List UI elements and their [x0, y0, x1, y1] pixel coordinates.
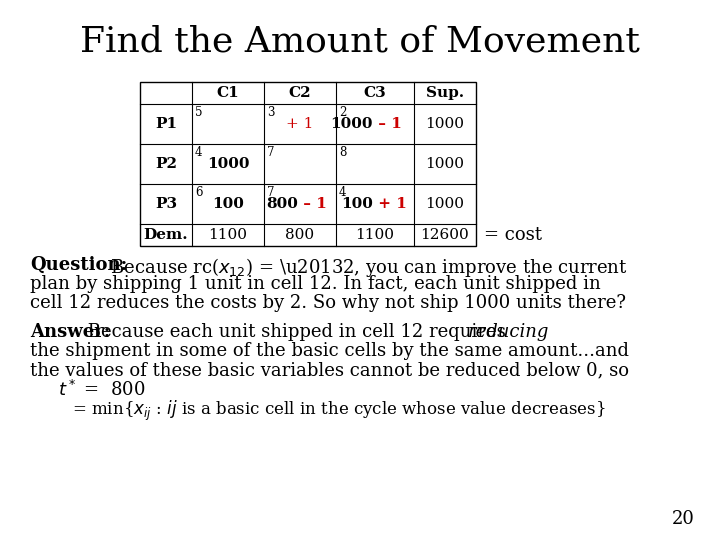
Text: 800: 800: [285, 228, 315, 242]
Text: 5: 5: [195, 106, 202, 119]
Text: Because rc($x_{12}$) = \u20132, you can improve the current: Because rc($x_{12}$) = \u20132, you can …: [105, 256, 628, 279]
Text: 12600: 12600: [420, 228, 469, 242]
Text: P2: P2: [155, 157, 177, 171]
Text: 1000: 1000: [426, 117, 464, 131]
Text: the values of these basic variables cannot be reduced below 0, so: the values of these basic variables cann…: [30, 361, 629, 379]
Text: 1100: 1100: [209, 228, 248, 242]
Text: 7: 7: [267, 186, 274, 199]
Text: reducing: reducing: [468, 323, 549, 341]
Text: Sup.: Sup.: [426, 86, 464, 100]
Text: 100: 100: [341, 197, 373, 211]
Text: 1000: 1000: [207, 157, 249, 171]
Bar: [140, 82, 476, 246]
Text: 2: 2: [339, 106, 346, 119]
Text: $t^*$ =  800: $t^*$ = 800: [58, 380, 145, 400]
Text: + 1: + 1: [287, 117, 314, 131]
Text: = cost: = cost: [484, 226, 542, 244]
Text: cell 12 reduces the costs by 2. So why not ship 1000 units there?: cell 12 reduces the costs by 2. So why n…: [30, 294, 626, 312]
Text: Question:: Question:: [30, 256, 127, 274]
Text: Find the Amount of Movement: Find the Amount of Movement: [80, 25, 640, 59]
Text: 4: 4: [339, 186, 346, 199]
Text: C2: C2: [289, 86, 311, 100]
Text: 1100: 1100: [356, 228, 395, 242]
Text: 100: 100: [212, 197, 244, 211]
Text: 1000: 1000: [330, 117, 373, 131]
Text: + 1: + 1: [373, 197, 407, 211]
Text: 20: 20: [672, 510, 695, 528]
Text: 800: 800: [266, 197, 298, 211]
Text: – 1: – 1: [373, 117, 402, 131]
Text: P1: P1: [155, 117, 177, 131]
Text: Because each unit shipped in cell 12 requires: Because each unit shipped in cell 12 req…: [82, 323, 511, 341]
Text: 4: 4: [195, 146, 202, 159]
Text: 3: 3: [267, 106, 274, 119]
Text: 6: 6: [195, 186, 202, 199]
Text: P3: P3: [155, 197, 177, 211]
Text: 1000: 1000: [426, 157, 464, 171]
Text: 1000: 1000: [426, 197, 464, 211]
Text: = min{$x_{ij}$ : $ij$ is a basic cell in the cycle whose value decreases}: = min{$x_{ij}$ : $ij$ is a basic cell in…: [72, 399, 606, 423]
Text: C1: C1: [217, 86, 239, 100]
Text: Dem.: Dem.: [144, 228, 189, 242]
Text: C3: C3: [364, 86, 387, 100]
Text: – 1: – 1: [298, 197, 327, 211]
Text: plan by shipping 1 unit in cell 12. In fact, each unit shipped in: plan by shipping 1 unit in cell 12. In f…: [30, 275, 600, 293]
Text: the shipment in some of the basic cells by the same amount...and: the shipment in some of the basic cells …: [30, 342, 629, 360]
Text: Answer:: Answer:: [30, 323, 110, 341]
Text: 7: 7: [267, 146, 274, 159]
Text: 8: 8: [339, 146, 346, 159]
